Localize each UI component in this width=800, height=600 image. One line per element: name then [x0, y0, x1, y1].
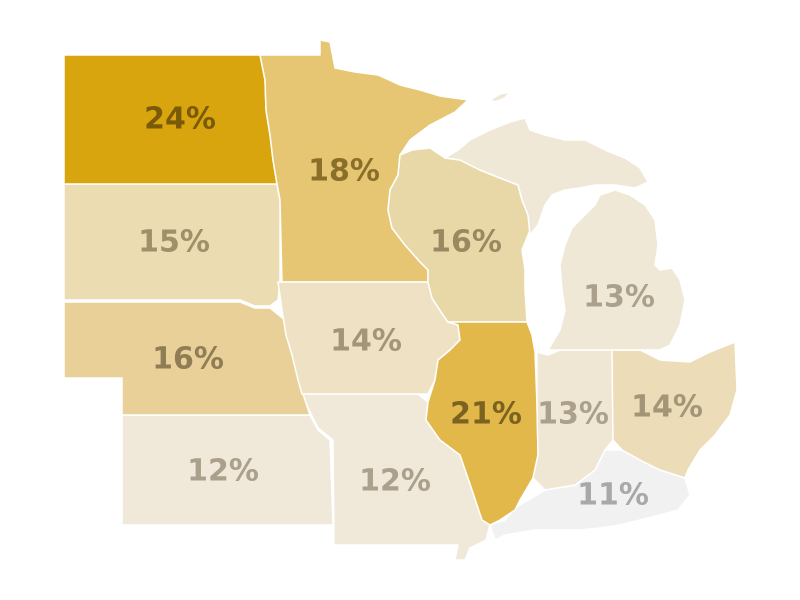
- label-ohio: 14%: [631, 390, 703, 425]
- label-kansas: 12%: [187, 454, 259, 489]
- label-indiana: 13%: [537, 397, 609, 432]
- label-illinois: 21%: [450, 397, 522, 432]
- state-michigan-island: [489, 91, 511, 103]
- label-nebraska: 16%: [152, 342, 224, 377]
- label-wisconsin: 16%: [430, 225, 502, 260]
- label-north-dakota: 24%: [144, 102, 216, 137]
- state-michigan-upper: [444, 117, 649, 236]
- state-michigan-lower: [547, 189, 686, 351]
- label-minnesota: 18%: [308, 154, 380, 189]
- label-missouri: 12%: [359, 464, 431, 499]
- label-south-dakota: 15%: [138, 225, 210, 260]
- label-kentucky: 11%: [577, 478, 649, 513]
- label-iowa: 14%: [330, 324, 402, 359]
- state-ohio: [611, 341, 738, 479]
- label-michigan: 13%: [583, 280, 655, 315]
